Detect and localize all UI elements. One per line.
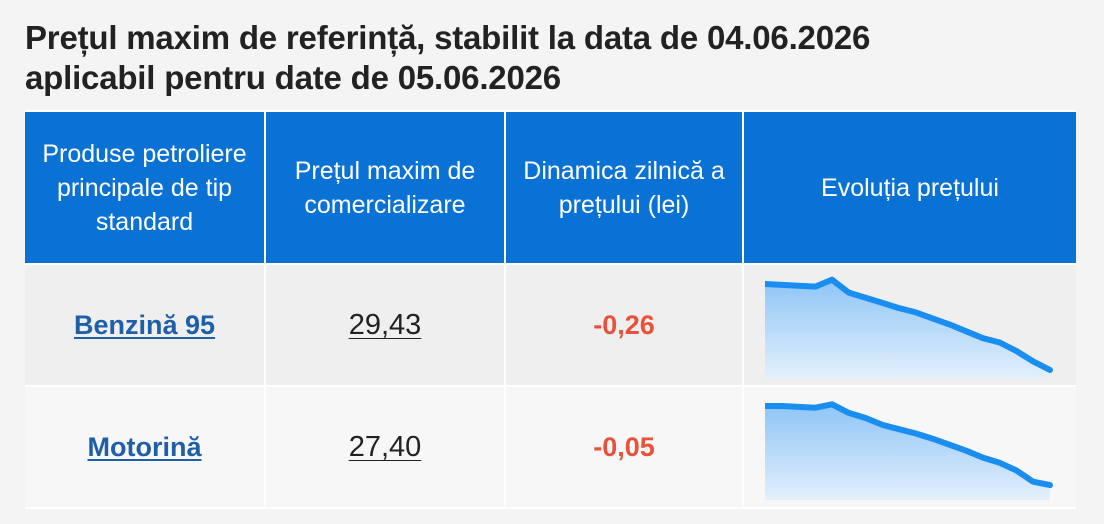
price-value-motorina[interactable]: 27,40 — [349, 431, 422, 463]
column-header-evolution: Evoluția prețului — [743, 111, 1076, 264]
price-value-benzina-95[interactable]: 29,43 — [349, 309, 422, 341]
delta-cell: -0,05 — [505, 386, 743, 508]
column-header-product: Produse petroliere principale de tip sta… — [25, 111, 265, 264]
title-line-1: Prețul maxim de referință, stabilit la d… — [25, 18, 1085, 58]
table-header-row: Produse petroliere principale de tip sta… — [25, 111, 1076, 264]
column-header-max-price: Prețul maxim de comercializare — [265, 111, 505, 264]
sparkline-benzina-95 — [765, 270, 1055, 380]
evolution-cell — [743, 264, 1076, 386]
price-table: Produse petroliere principale de tip sta… — [25, 110, 1076, 509]
title-line-2: aplicabil pentru date de 05.06.2026 — [25, 58, 1085, 98]
daily-change-benzina-95: -0,26 — [593, 310, 655, 340]
product-link-benzina-95[interactable]: Benzină 95 — [74, 310, 215, 340]
sparkline-area — [765, 280, 1050, 378]
product-cell: Motorină — [25, 386, 265, 508]
evolution-cell — [743, 386, 1076, 508]
daily-change-motorina: -0,05 — [593, 432, 655, 462]
price-cell: 29,43 — [265, 264, 505, 386]
sparkline-motorina — [765, 392, 1055, 502]
column-header-daily-change: Dinamica zilnică a prețului (lei) — [505, 111, 743, 264]
table-row: Benzină 95 29,43 -0,26 — [25, 264, 1076, 386]
sparkline-area — [765, 404, 1050, 500]
delta-cell: -0,26 — [505, 264, 743, 386]
page-title: Prețul maxim de referință, stabilit la d… — [25, 18, 1085, 98]
product-cell: Benzină 95 — [25, 264, 265, 386]
price-cell: 27,40 — [265, 386, 505, 508]
table-row: Motorină 27,40 -0,05 — [25, 386, 1076, 508]
product-link-motorina[interactable]: Motorină — [88, 432, 202, 462]
